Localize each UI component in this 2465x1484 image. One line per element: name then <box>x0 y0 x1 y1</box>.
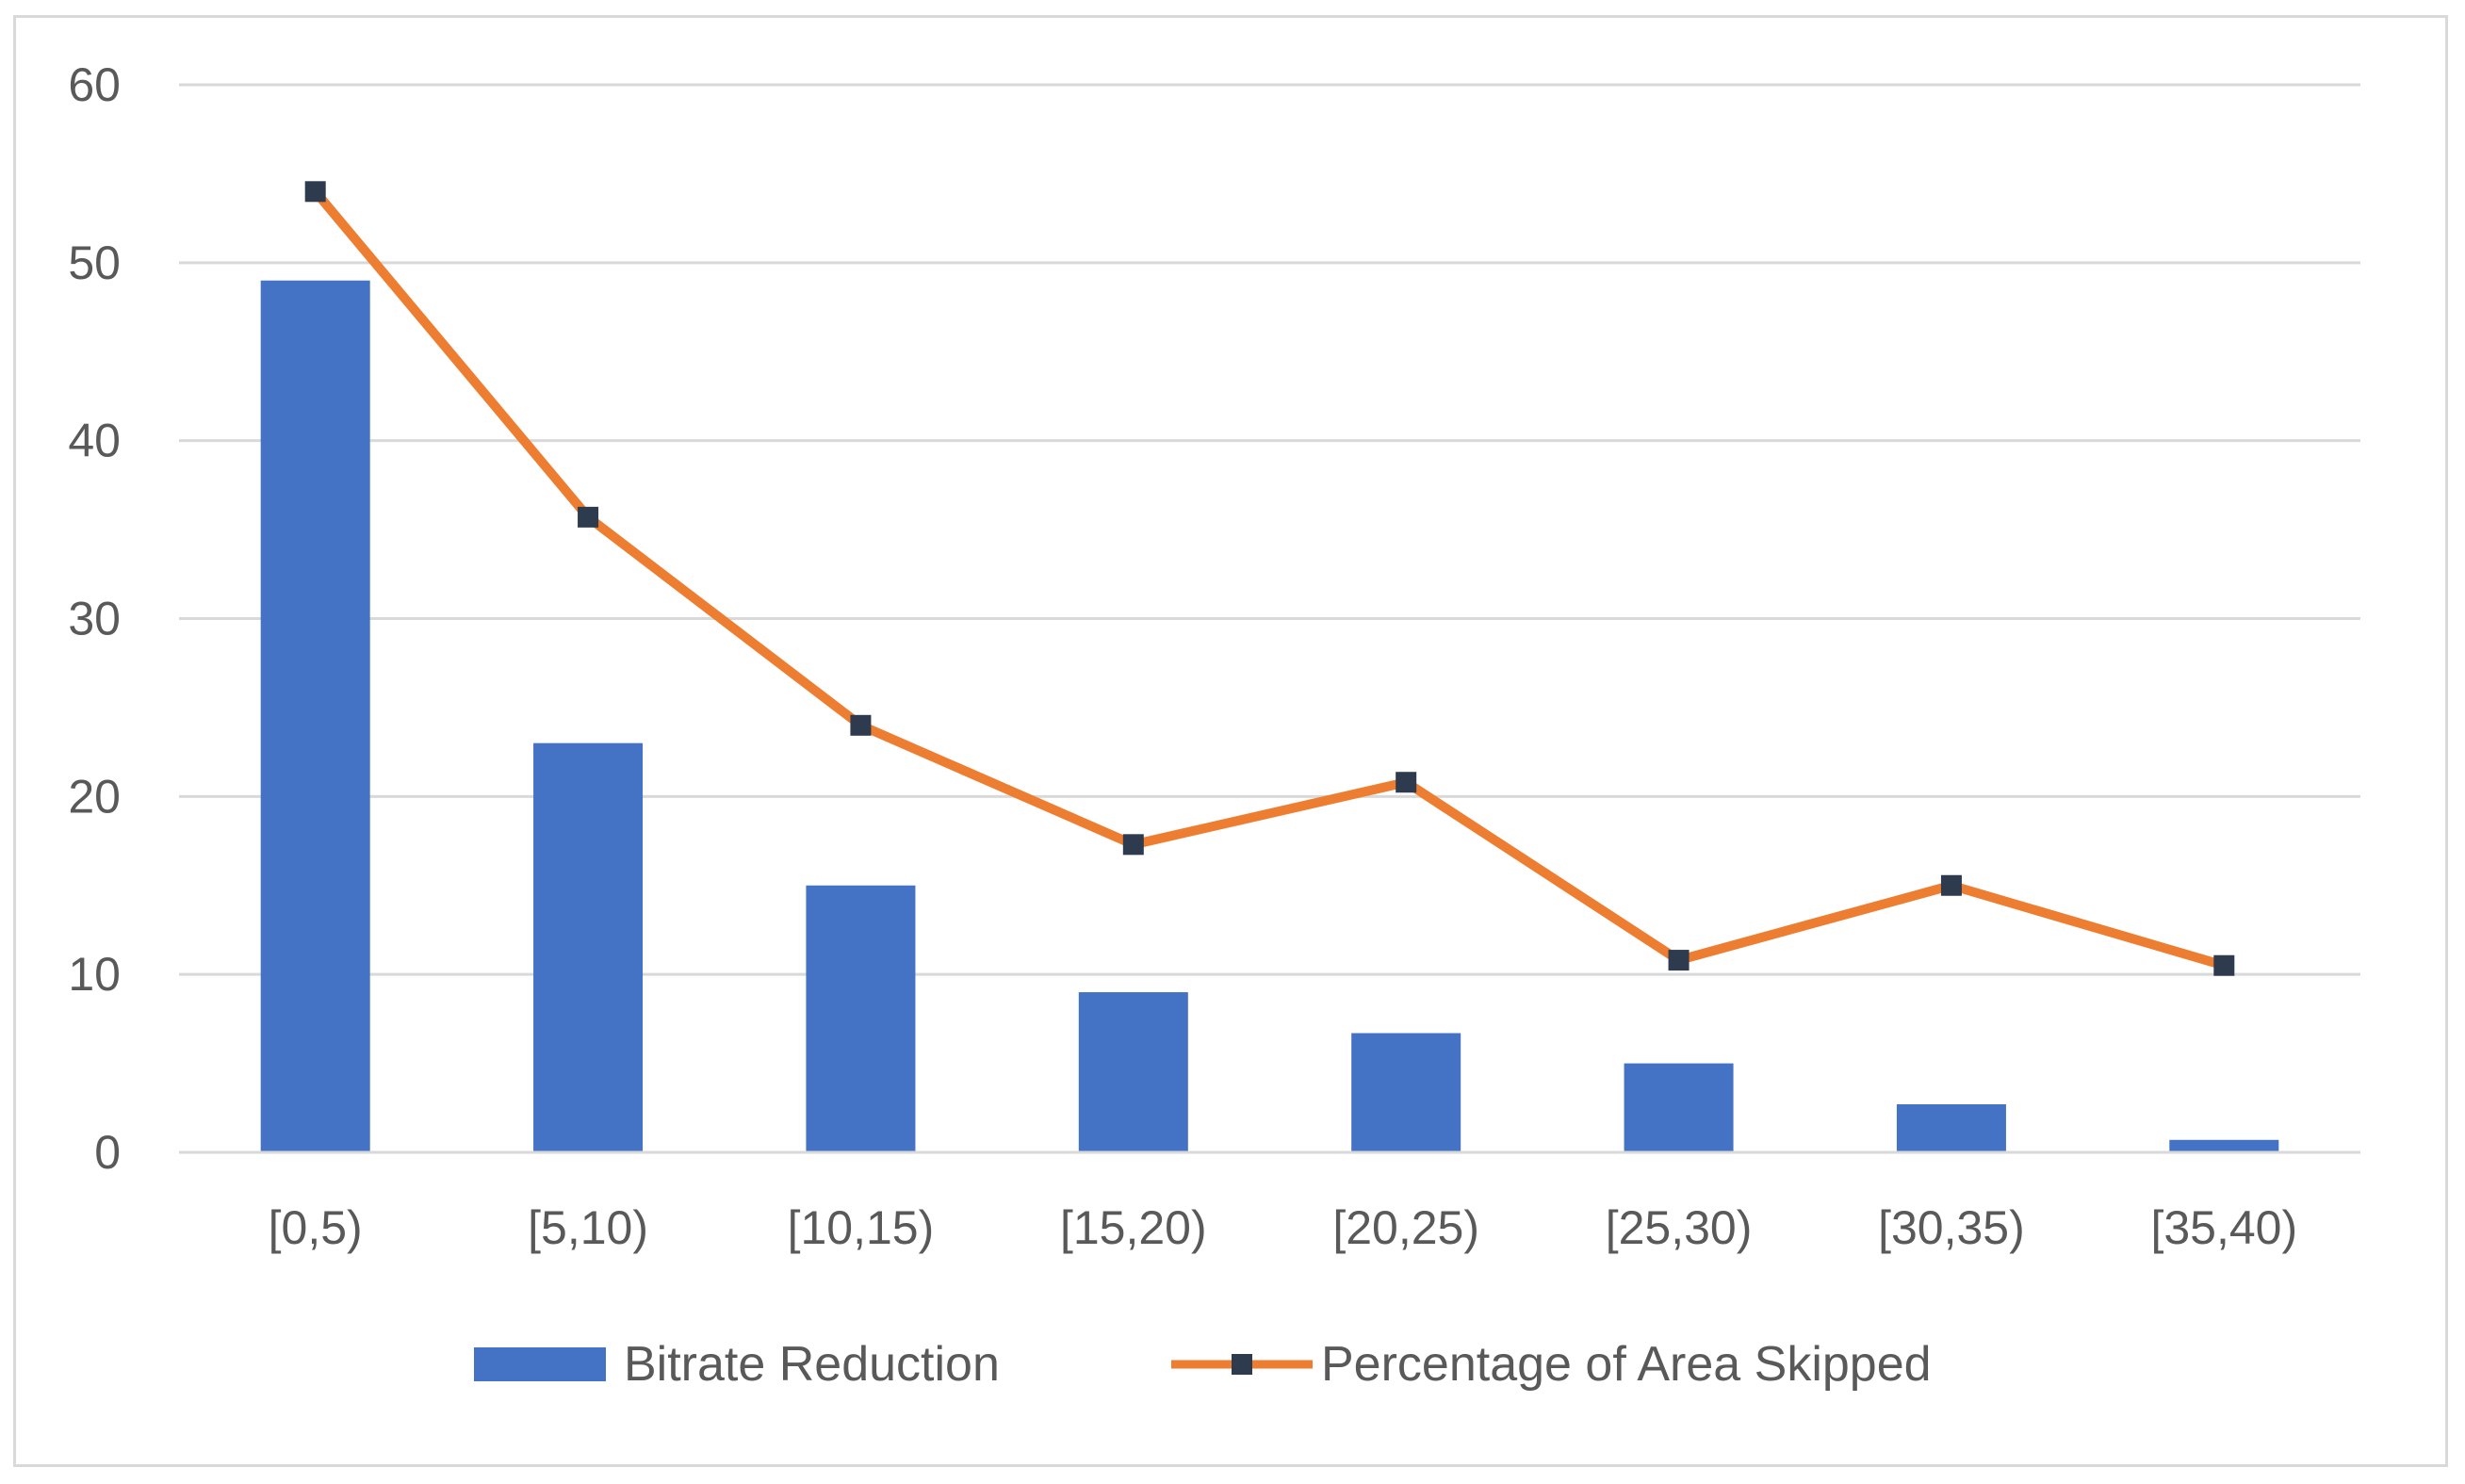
x-tick-label-4: [20,25) <box>1332 1201 1479 1254</box>
bar-3 <box>1078 992 1188 1152</box>
legend-swatch-marker <box>1232 1354 1252 1375</box>
area-skipped-polyline <box>310 187 2229 970</box>
line-marker-3 <box>1122 834 1144 856</box>
x-tick-label-0: [0,5) <box>269 1201 363 1254</box>
line-marker-4 <box>1396 772 1417 793</box>
gridlines <box>179 83 2360 976</box>
line-marker-2 <box>850 714 872 736</box>
y-tick-label-40: 40 <box>68 415 121 467</box>
line-marker-7 <box>2213 954 2235 976</box>
area-skipped-line <box>304 181 2235 976</box>
x-tick-label-6: [30,35) <box>1878 1201 2025 1254</box>
bitrate-reduction-bars <box>260 280 2279 1152</box>
bar-6 <box>1896 1104 2006 1152</box>
legend-label-bitrate-reduction: Bitrate Reduction <box>624 1337 1000 1392</box>
bar-4 <box>1351 1033 1461 1152</box>
legend-item-bitrate-reduction[interactable]: Bitrate Reduction <box>474 1337 1000 1392</box>
bar-0 <box>260 280 370 1152</box>
chart-frame <box>13 15 2448 1467</box>
bar-5 <box>1624 1063 1734 1152</box>
y-tick-label-30: 30 <box>68 593 121 645</box>
x-tick-label-1: [5,10) <box>528 1201 648 1254</box>
y-tick-label-10: 10 <box>68 948 121 1001</box>
bar-1 <box>533 742 644 1152</box>
x-axis-tick-labels: [0,5) [5,10) [10,15) [15,20) [20,25) [25,30) [… <box>269 1201 2297 1254</box>
bar-7 <box>2169 1139 2279 1152</box>
legend: Bitrate Reduction Percentage of Area Ski… <box>474 1337 1932 1392</box>
line-marker-6 <box>1940 874 1962 896</box>
y-tick-label-60: 60 <box>68 58 121 111</box>
y-tick-label-20: 20 <box>68 770 121 823</box>
y-axis-tick-labels: 0 10 20 30 40 50 60 <box>68 58 121 1179</box>
line-marker-5 <box>1668 950 1690 971</box>
x-tick-label-2: [10,15) <box>788 1201 935 1254</box>
x-tick-label-3: [15,20) <box>1060 1201 1207 1254</box>
bar-2 <box>806 885 916 1152</box>
y-tick-label-50: 50 <box>68 236 121 289</box>
x-tick-label-7: [35,40) <box>2150 1201 2297 1254</box>
line-marker-1 <box>578 506 599 528</box>
y-tick-label-0: 0 <box>94 1126 121 1179</box>
legend-label-area-skipped: Percentage of Area Skipped <box>1321 1337 1932 1392</box>
legend-item-area-skipped[interactable]: Percentage of Area Skipped <box>1171 1337 1932 1392</box>
legend-swatch-bar <box>474 1347 606 1381</box>
line-marker-0 <box>304 181 326 203</box>
x-tick-label-5: [25,30) <box>1606 1201 1753 1254</box>
